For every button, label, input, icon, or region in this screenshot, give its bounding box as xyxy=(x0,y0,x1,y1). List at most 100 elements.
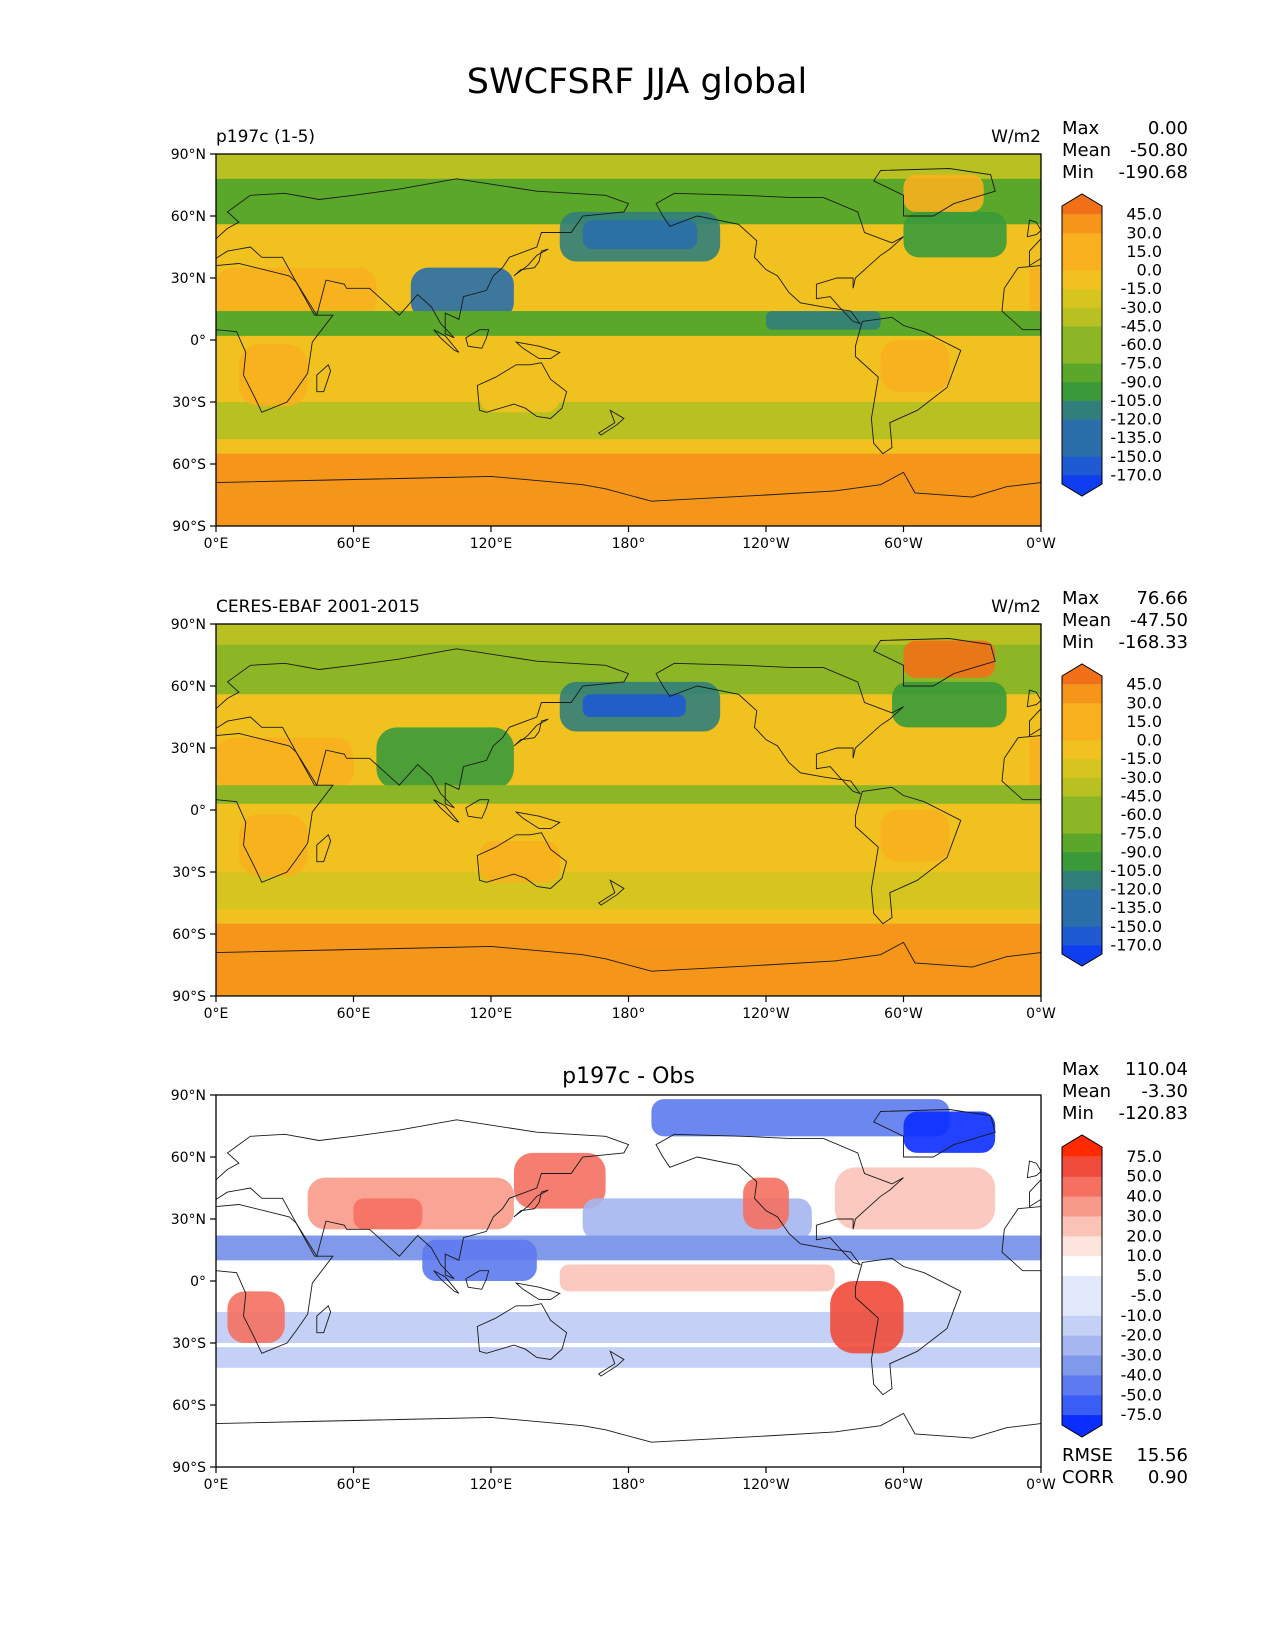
coastline-southAmerica xyxy=(854,1257,962,1396)
colorbar-bin xyxy=(1062,382,1102,402)
colorbar-level-label: 20.0 xyxy=(1126,1226,1162,1245)
lon-tick-label: 0°W xyxy=(1026,1477,1056,1493)
colorbar-bin xyxy=(1062,1375,1102,1396)
colorbar-level-label: -120.0 xyxy=(1110,410,1162,429)
colorbar-level-label: 30.0 xyxy=(1126,693,1162,712)
colorbar-bin xyxy=(1062,852,1102,872)
colorbar: 45.030.015.00.0-15.0-30.0-45.0-60.0-75.0… xyxy=(1061,663,1162,967)
lon-tick-label: 60°E xyxy=(337,536,371,552)
coastline-sumatra xyxy=(433,1270,460,1294)
lon-tick-label: 60°E xyxy=(337,1006,371,1022)
colorbar-level-label: -20.0 xyxy=(1121,1326,1162,1345)
colorbar-outline xyxy=(1061,663,1103,967)
figure-title: SWCFSRF JJA global xyxy=(467,62,807,102)
coastline-borneo xyxy=(465,329,490,349)
stat-value: 110.04 xyxy=(1125,1059,1188,1080)
lat-tick-label: 30°S xyxy=(172,865,206,881)
coastline-sumatra-wrap xyxy=(1259,1271,1275,1294)
map-field xyxy=(216,1095,1275,1467)
rmse-value: 15.56 xyxy=(1136,1445,1188,1466)
sahara-patch xyxy=(1029,267,1041,320)
colorbar-bin xyxy=(1062,759,1102,779)
stat-label: Max xyxy=(1062,588,1100,609)
colorbar-level-label: -15.0 xyxy=(1121,749,1162,768)
colorbar-bin xyxy=(1062,703,1102,723)
colorbar-bin xyxy=(1062,345,1102,365)
coastline-greenland xyxy=(873,168,996,217)
panel-3: 90°N 60°N 30°N 0° 30°S 60°S 90°S0°E 60°E 120°E 18… xyxy=(171,1059,1275,1493)
coastline-newZealand xyxy=(597,409,625,436)
coastline-greenland xyxy=(873,638,996,687)
coastline-sumatra-wrap xyxy=(1259,330,1275,353)
coastline-gbritain-wrap xyxy=(1026,689,1041,708)
lat-tick-label: 90°S xyxy=(172,989,206,1005)
lat-tick-label: 60°S xyxy=(172,927,206,943)
colorbar-level-label: 0.0 xyxy=(1137,261,1162,280)
south-america-land xyxy=(880,810,950,862)
colorbar-level-label: -30.0 xyxy=(1121,298,1162,317)
lat-tick-label: 90°N xyxy=(171,1088,206,1104)
panel-1: 90°N 60°N 30°N 0° 30°S 60°S 90°S0°E 60°E 120°E 18… xyxy=(171,118,1275,552)
colorbar-level-label: 10.0 xyxy=(1126,1246,1162,1265)
asia-monsoon xyxy=(410,267,514,320)
stat-label: Max xyxy=(1062,1059,1100,1080)
stat-label: Mean xyxy=(1062,610,1111,631)
lon-tick-label: 120°E xyxy=(470,1477,513,1493)
colorbar-level-label: -10.0 xyxy=(1121,1306,1162,1325)
colorbar-extend-low xyxy=(1062,1415,1102,1437)
stat-value: -50.80 xyxy=(1130,140,1188,161)
stat-label: Min xyxy=(1062,1103,1094,1124)
colorbar-level-label: 45.0 xyxy=(1126,205,1162,224)
lon-tick-label: 0°E xyxy=(204,536,229,552)
colorbar-bin xyxy=(1062,307,1102,327)
panel-title-left: p197c (1-5) xyxy=(216,127,315,147)
coastline-newZealand xyxy=(597,1350,625,1377)
east-pacific-itcz xyxy=(766,311,881,330)
colorbar-bin xyxy=(1062,270,1102,290)
colorbar-bin xyxy=(1062,214,1102,234)
coastline-sumatra xyxy=(433,329,460,353)
colorbar-level-label: 40.0 xyxy=(1126,1187,1162,1206)
colorbar-bin xyxy=(1062,926,1102,946)
lat-tick-label: 90°S xyxy=(172,519,206,535)
panel-title-center: p197c - Obs xyxy=(562,1064,695,1089)
colorbar-level-label: -45.0 xyxy=(1121,316,1162,335)
coastline-australia xyxy=(476,1303,568,1360)
itcz-band xyxy=(216,311,1041,336)
s-storm-track xyxy=(216,872,1041,910)
colorbar-bin xyxy=(1062,1295,1102,1317)
coastline-madagascar xyxy=(316,834,332,863)
australia-land xyxy=(479,371,560,413)
coastline-eurasia xyxy=(216,178,630,339)
lon-tick-label: 60°W xyxy=(884,536,923,552)
colorbar-level-label: -30.0 xyxy=(1121,1346,1162,1365)
colorbar-extend-low xyxy=(1062,475,1102,496)
colorbar-bin xyxy=(1062,870,1102,890)
colorbar-bin xyxy=(1062,419,1102,439)
lon-tick-label: 120°W xyxy=(742,536,790,552)
coastline-africa-wrap xyxy=(1001,1206,1041,1272)
panel-units: W/m2 xyxy=(991,127,1041,147)
southern-africa xyxy=(238,344,308,407)
colorbar: 45.030.015.00.0-15.0-30.0-45.0-60.0-75.0… xyxy=(1061,193,1162,497)
colorbar-level-label: -90.0 xyxy=(1121,842,1162,861)
colorbar-level-label: -75.0 xyxy=(1121,354,1162,373)
colorbar-bin xyxy=(1062,815,1102,835)
colorbar-level-label: -150.0 xyxy=(1110,447,1162,466)
s-storm-track xyxy=(216,402,1041,440)
southern-ocean-band xyxy=(216,923,1041,959)
southern-africa xyxy=(238,814,308,877)
colorbar-bin xyxy=(1062,889,1102,909)
stat-value: -47.50 xyxy=(1130,610,1188,631)
colorbar-level-label: 50.0 xyxy=(1126,1167,1162,1186)
lat-tick-label: 60°N xyxy=(171,679,206,695)
asia-monsoon xyxy=(376,727,514,790)
colorbar-bin xyxy=(1062,233,1102,253)
east-asia-difference xyxy=(353,1198,423,1230)
coastline-africa-wrap xyxy=(1001,265,1041,331)
stat-value: 76.66 xyxy=(1136,588,1188,609)
namibia-difference xyxy=(227,1291,285,1343)
coastline-sumatra xyxy=(433,799,460,823)
colorbar-level-label: -75.0 xyxy=(1121,824,1162,843)
